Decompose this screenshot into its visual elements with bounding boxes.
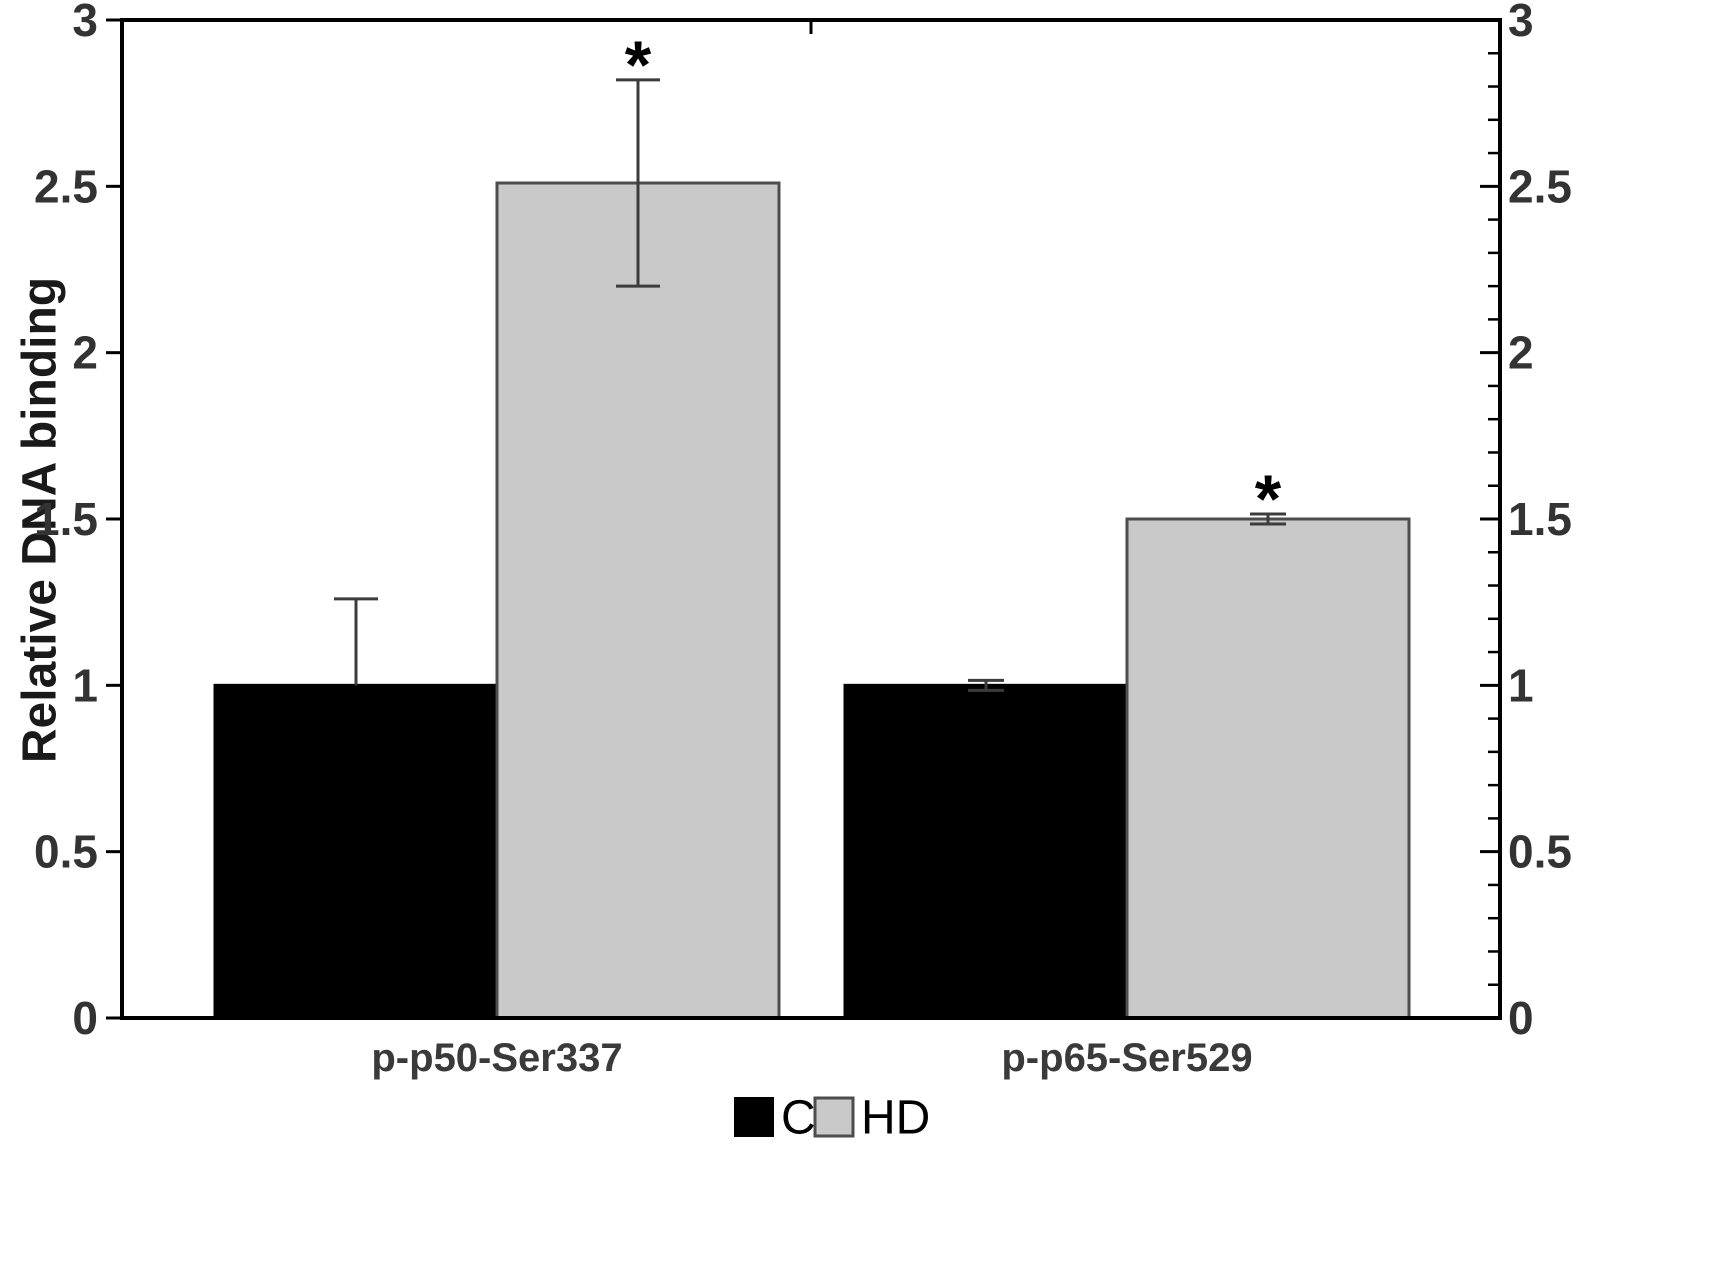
category-label: p-p65-Ser529 <box>1001 1036 1252 1080</box>
y-tick-label-left: 0.5 <box>34 826 98 878</box>
significance-star: * <box>1255 461 1282 537</box>
y-tick-label-left: 0 <box>72 992 98 1044</box>
y-tick-label-left: 1.5 <box>34 493 98 545</box>
y-tick-label-right: 1.5 <box>1508 493 1572 545</box>
y-tick-label-left: 2 <box>72 327 98 379</box>
legend-swatch-hd <box>813 1096 855 1138</box>
y-tick-label-right: 0.5 <box>1508 826 1572 878</box>
y-tick-label-right: 0 <box>1508 992 1534 1044</box>
bar-hd-p-p65-Ser529 <box>1125 517 1411 1020</box>
bar-c-p-p50-Ser337 <box>213 683 499 1020</box>
significance-star: * <box>625 27 652 103</box>
y-tick-label-left: 2.5 <box>34 160 98 212</box>
y-tick-label-right: 1 <box>1508 659 1534 711</box>
bar-hd-p-p50-Ser337 <box>495 181 781 1020</box>
category-label: p-p50-Ser337 <box>371 1036 622 1080</box>
y-tick-label-right: 3 <box>1508 0 1534 46</box>
legend-label-c: C <box>781 1092 816 1145</box>
legend: C HD <box>734 1092 930 1145</box>
y-tick-label-right: 2.5 <box>1508 160 1572 212</box>
y-tick-label-left: 3 <box>72 0 98 46</box>
y-tick-label-left: 1 <box>72 659 98 711</box>
legend-label-hd: HD <box>861 1092 930 1145</box>
legend-swatch-c <box>734 1097 774 1137</box>
y-axis-title: Relative DNA binding <box>14 277 67 763</box>
y-tick-label-right: 2 <box>1508 327 1534 379</box>
bar-c-p-p65-Ser529 <box>843 683 1129 1020</box>
